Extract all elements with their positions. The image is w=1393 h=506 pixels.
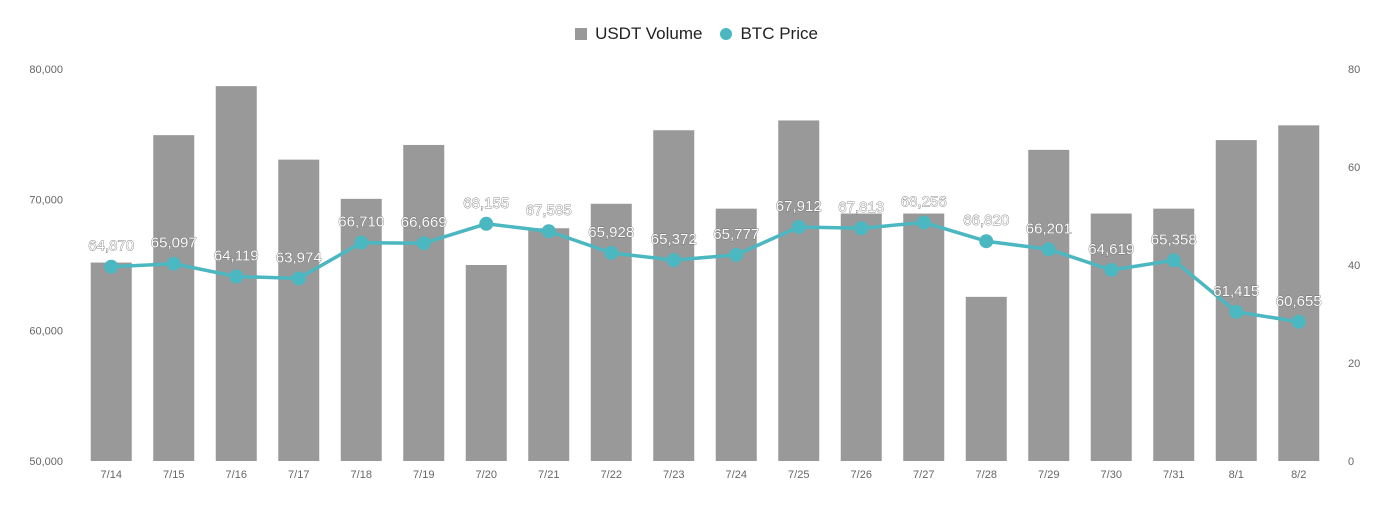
x-tick-label: 7/23 — [663, 469, 684, 481]
x-tick-label: 7/18 — [351, 469, 372, 481]
btc-price-data-label: 66,820 — [963, 212, 1009, 229]
btc-price-point — [1291, 314, 1306, 329]
btc-price-data-label: 64,870 — [88, 238, 134, 255]
bar-7-17 — [278, 159, 320, 461]
btc-price-data-label: 66,201 — [1026, 220, 1072, 237]
btc-price-data-label: 67,585 — [526, 202, 572, 219]
legend-item-btc-price[interactable]: BTC Price — [720, 24, 818, 44]
legend: USDT Volume BTC Price — [0, 24, 1393, 44]
btc-price-data-label: 66,669 — [401, 214, 447, 231]
btc-price-data-label: 67,912 — [776, 198, 822, 215]
btc-price-point — [229, 269, 244, 284]
bar-7-24 — [715, 208, 757, 461]
y-left-tick-label: 50,000 — [29, 456, 63, 468]
btc-price-point — [1229, 304, 1244, 319]
btc-price-point — [729, 247, 744, 262]
x-tick-label: 7/22 — [601, 469, 622, 481]
legend-swatch-bar — [575, 28, 588, 40]
bar-7-29 — [1028, 149, 1070, 461]
y-left-tick-label: 70,000 — [29, 195, 63, 207]
x-tick-label: 7/28 — [976, 469, 997, 481]
btc-price-data-label: 65,777 — [713, 226, 759, 243]
bar-7-20 — [465, 265, 507, 461]
btc-price-data-label: 68,256 — [901, 193, 947, 210]
btc-price-data-label: 65,928 — [588, 224, 634, 241]
btc-price-point — [791, 219, 806, 234]
btc-price-point — [979, 234, 994, 249]
bar-7-30 — [1090, 213, 1132, 461]
btc-price-point — [916, 215, 931, 230]
btc-price-point — [604, 245, 619, 260]
bar-7-31 — [1153, 208, 1195, 461]
x-tick-label: 7/16 — [226, 469, 247, 481]
btc-price-data-label: 66,710 — [338, 214, 384, 231]
btc-price-data-label: 67,813 — [838, 199, 884, 216]
x-tick-label: 7/25 — [788, 469, 809, 481]
bar-7-26 — [840, 213, 882, 461]
btc-price-point — [416, 236, 431, 251]
legend-swatch-line — [720, 28, 733, 40]
y-right-tick-label: 20 — [1348, 358, 1360, 370]
bar-8-2 — [1278, 125, 1320, 461]
bar-7-14 — [90, 262, 132, 461]
bar-7-27 — [903, 213, 945, 461]
btc-price-point — [104, 259, 119, 274]
x-tick-label: 7/30 — [1101, 469, 1122, 481]
btc-price-point — [854, 221, 869, 236]
btc-price-data-label: 61,415 — [1213, 283, 1259, 300]
x-tick-label: 8/1 — [1229, 469, 1244, 481]
x-tick-label: 7/21 — [538, 469, 559, 481]
bar-7-22 — [590, 203, 632, 461]
btc-price-point — [666, 253, 681, 268]
btc-price-point — [1104, 262, 1119, 277]
btc-price-data-label: 65,372 — [651, 231, 697, 248]
x-tick-label: 7/24 — [726, 469, 747, 481]
y-left-tick-label: 80,000 — [29, 64, 63, 76]
btc-price-point — [479, 216, 494, 231]
btc-price-data-label: 60,655 — [1276, 293, 1322, 310]
y-right-tick-label: 80 — [1348, 64, 1360, 76]
x-tick-label: 8/2 — [1291, 469, 1306, 481]
btc-price-data-label: 64,119 — [214, 248, 259, 265]
legend-label-usdt-volume: USDT Volume — [595, 24, 703, 43]
btc-price-point — [291, 271, 306, 286]
btc-price-point — [541, 224, 556, 239]
btc-price-point — [1166, 253, 1181, 268]
bar-7-25 — [778, 120, 820, 461]
btc-price-data-label: 64,619 — [1088, 241, 1134, 258]
bar-7-23 — [653, 130, 695, 461]
btc-price-data-label: 63,974 — [276, 249, 322, 266]
x-tick-label: 7/15 — [163, 469, 184, 481]
x-tick-label: 7/31 — [1163, 469, 1184, 481]
bar-7-21 — [528, 228, 570, 461]
legend-label-btc-price: BTC Price — [740, 24, 818, 43]
x-tick-label: 7/14 — [101, 469, 122, 481]
bar-7-19 — [403, 144, 445, 461]
btc-price-data-label: 65,358 — [1151, 231, 1197, 248]
btc-price-point — [354, 235, 369, 250]
x-tick-label: 7/29 — [1038, 469, 1059, 481]
x-tick-label: 7/17 — [288, 469, 309, 481]
btc-price-line — [111, 220, 1300, 324]
btc-price-point — [1041, 242, 1056, 257]
legend-item-usdt-volume[interactable]: USDT Volume — [575, 24, 702, 44]
y-right-tick-label: 60 — [1348, 162, 1360, 174]
btc-price-data-label: 65,097 — [151, 235, 197, 252]
x-tick-label: 7/20 — [476, 469, 497, 481]
bar-7-28 — [965, 296, 1007, 461]
x-tick-label: 7/19 — [413, 469, 434, 481]
btc-price-point — [166, 256, 181, 271]
y-right-tick-label: 40 — [1348, 260, 1360, 272]
x-tick-label: 7/27 — [913, 469, 934, 481]
bar-7-15 — [153, 135, 195, 461]
x-tick-label: 7/26 — [851, 469, 872, 481]
btc-price-data-label: 68,155 — [463, 195, 509, 212]
y-right-tick-label: 0 — [1348, 456, 1354, 468]
y-left-tick-label: 60,000 — [29, 325, 63, 337]
